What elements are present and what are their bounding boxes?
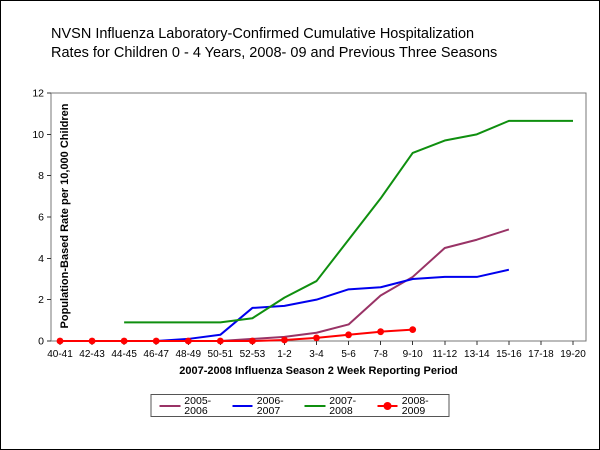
legend-marker-dot [383,401,392,410]
series-marker-2008-2009 [281,336,288,344]
plot-frame [50,92,587,342]
series-marker-2008-2009 [88,337,96,345]
series-marker-2008-2009 [345,331,352,339]
y-tick-label: 10 [32,129,44,141]
x-tick-label: 17-18 [528,349,554,360]
legend-line-sample [304,401,326,410]
x-tick-label: 3-4 [309,349,324,360]
series-marker-2008-2009 [216,337,224,345]
legend-line-sample [159,401,181,410]
chart-title-line1: NVSN Influenza Laboratory-Confirmed Cumu… [51,26,475,42]
chart-title-line2: Rates for Children 0 - 4 Years, 2008- 09… [51,45,498,61]
x-tick-label: 50-51 [208,349,234,360]
x-tick-label: 13-14 [464,349,490,360]
series-marker-2008-2009 [377,328,385,336]
y-tick-label: 0 [38,336,44,348]
legend-item-2006-2007: 2006-2007 [232,394,296,417]
x-tick-label: 40-41 [47,349,73,360]
legend-label: 2007-2008 [329,394,357,417]
series-marker-2008-2009 [120,337,128,345]
series-marker-2008-2009 [152,337,160,345]
series-marker-2008-2009 [248,337,256,345]
x-tick-label: 5-6 [341,349,356,360]
y-tick-label: 8 [38,170,44,182]
x-tick-label: 42-43 [79,349,105,360]
legend: 2005-2006 2006-2007 2007-2008 2008-2009 [150,394,450,417]
x-tick-label: 9-10 [403,349,423,360]
legend-label: 2008-2009 [401,394,429,417]
series-marker-2008-2009 [313,334,320,342]
legend-label: 2005-2006 [184,394,212,417]
y-tick-label: 2 [38,294,44,306]
x-tick-label: 15-16 [496,349,522,360]
legend-item-2007-2008: 2007-2008 [304,394,369,417]
x-tick-label: 11-12 [432,349,457,360]
legend-line-sample [377,401,398,410]
legend-item-2008-2009: 2008-2009 [377,394,441,417]
x-axis-title: 2007-2008 Influenza Season 2 Week Report… [179,365,458,377]
series-line-2007-2008 [124,119,573,324]
x-tick-label: 44-45 [111,349,137,360]
series-marker-2008-2009 [409,326,417,334]
y-tick-label: 4 [38,253,44,265]
x-tick-label: 48-49 [175,349,201,360]
x-tick-label: 19-20 [560,349,586,360]
chart-title: NVSN Influenza Laboratory-Confirmed Cumu… [51,25,581,63]
y-axis-title: Population-Based Rate per 10,000 Childre… [59,103,71,329]
x-tick-label: 1-2 [277,349,292,360]
x-tick-label: 7-8 [373,349,388,360]
y-tick-label: 12 [32,88,44,100]
y-tick-label: 6 [38,212,44,224]
legend-item-2005-2006: 2005-2006 [159,394,224,417]
series-line-2006-2007 [60,268,510,342]
series-line-2005-2006 [60,228,510,342]
x-tick-label: 52-53 [240,349,266,360]
series-line-2008-2009 [60,328,413,342]
series-marker-2008-2009 [184,337,192,345]
legend-line-sample [232,401,253,410]
legend-label: 2006-2007 [256,394,284,417]
series-marker-2008-2009 [56,337,64,345]
x-tick-label: 46-47 [143,349,169,360]
